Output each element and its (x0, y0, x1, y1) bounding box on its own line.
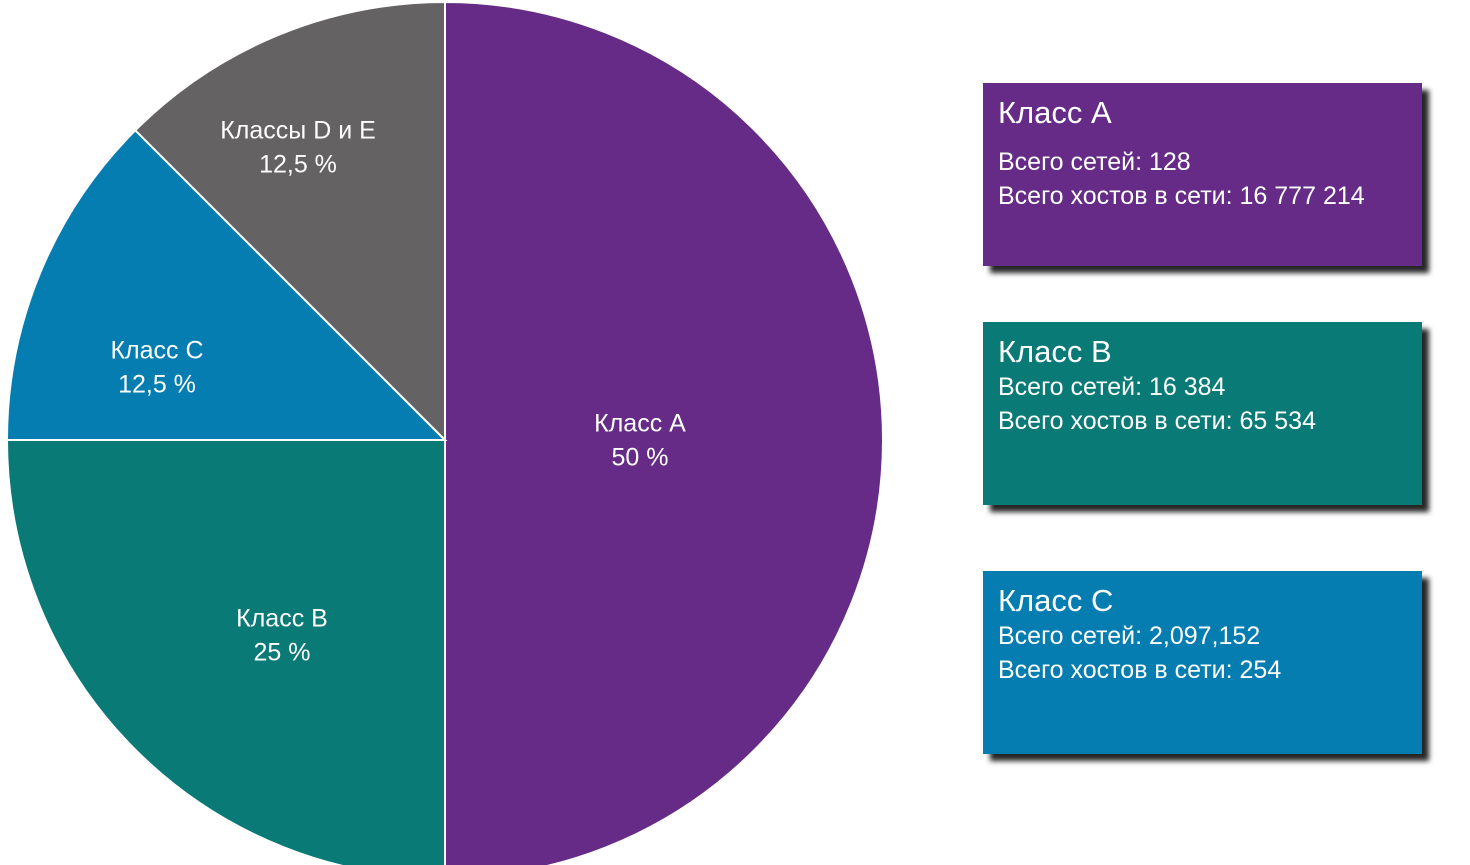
slice-name-label: Классы D и E (220, 117, 376, 145)
pie-slice-2 (5, 439, 446, 865)
card-title: Класс B (998, 334, 1112, 369)
card-networks-count: Всего сетей: 128 (998, 148, 1191, 176)
card-networks-count: Всего сетей: 16 384 (998, 373, 1226, 401)
info-card-class-b: Класс B Всего сетей: 16 384 Всего хостов… (983, 322, 1422, 505)
slice-name-label: Класс B (236, 605, 328, 633)
card-hosts-count: Всего хостов в сети: 254 (998, 656, 1282, 684)
card-networks-count: Всего сетей: 2,097,152 (998, 622, 1261, 650)
slice-percent-label: 12,5 % (118, 371, 196, 399)
info-card-class-c: Класс C Всего сетей: 2,097,152 Всего хос… (983, 571, 1422, 754)
slice-percent-label: 12,5 % (259, 151, 337, 179)
info-card-class-a: Класс A Всего сетей: 128 Всего хостов в … (983, 83, 1422, 266)
card-title: Класс C (998, 583, 1114, 618)
slice-name-label: Класс A (594, 410, 686, 438)
slice-percent-label: 25 % (254, 639, 311, 667)
card-title: Класс A (998, 95, 1112, 130)
slice-percent-label: 50 % (612, 444, 669, 472)
slice-name-label: Класс C (110, 337, 203, 365)
pie-slice-3 (5, 128, 448, 441)
card-hosts-count: Всего хостов в сети: 16 777 214 (998, 182, 1365, 210)
pie-slice-4 (133, 0, 446, 443)
card-hosts-count: Всего хостов в сети: 65 534 (998, 407, 1316, 435)
pie-slice-1 (444, 0, 884, 865)
pie-chart: Класс A 50 % Класс B 25 % Класс C 12,5 % Класс… (5, 0, 884, 865)
